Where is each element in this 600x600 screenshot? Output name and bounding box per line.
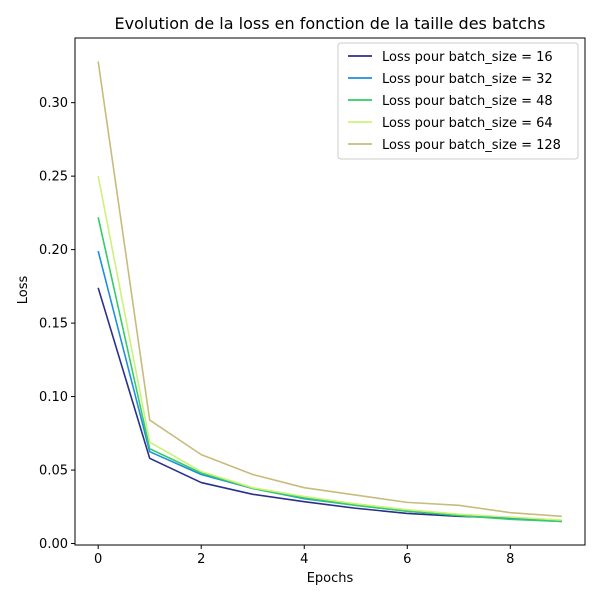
y-tick-label: 0.10 — [39, 390, 68, 405]
x-tick-label: 0 — [94, 552, 102, 567]
series-line-3 — [97, 175, 562, 521]
y-tick-label: 0.00 — [39, 537, 68, 552]
y-tick-label: 0.30 — [39, 96, 68, 111]
chart-title: Evolution de la loss en fonction de la t… — [115, 14, 546, 33]
x-tick-label: 8 — [506, 552, 514, 567]
legend-label-0: Loss pour batch_size = 16 — [382, 50, 553, 65]
y-tick-label: 0.15 — [39, 317, 68, 332]
plot-area: 0 2 4 6 8 0.00 0.05 0.10 0.15 0.20 0.25 0.30 Loss po… — [39, 37, 586, 567]
axes-frame — [74, 37, 586, 546]
legend-label-1: Loss pour batch_size = 32 — [382, 72, 553, 87]
x-tick-label: 4 — [300, 552, 308, 567]
x-tick-label: 6 — [403, 552, 411, 567]
y-tick-label: 0.05 — [39, 464, 68, 479]
legend-box — [337, 42, 579, 160]
y-tick-label: 0.25 — [39, 170, 68, 185]
legend-label-4: Loss pour batch_size = 128 — [382, 138, 561, 153]
y-axis-label: Loss — [16, 276, 31, 305]
series-line-2 — [97, 217, 562, 523]
legend-label-2: Loss pour batch_size = 48 — [382, 94, 553, 109]
y-tick-label: 0.20 — [39, 243, 68, 258]
x-axis-label: Epochs — [307, 571, 354, 586]
legend: Loss pour batch_size = 16 Loss pour batch… — [337, 42, 579, 160]
x-tick-label: 2 — [197, 552, 205, 567]
series-line-4 — [97, 61, 562, 518]
legend-label-3: Loss pour batch_size = 64 — [382, 116, 553, 131]
